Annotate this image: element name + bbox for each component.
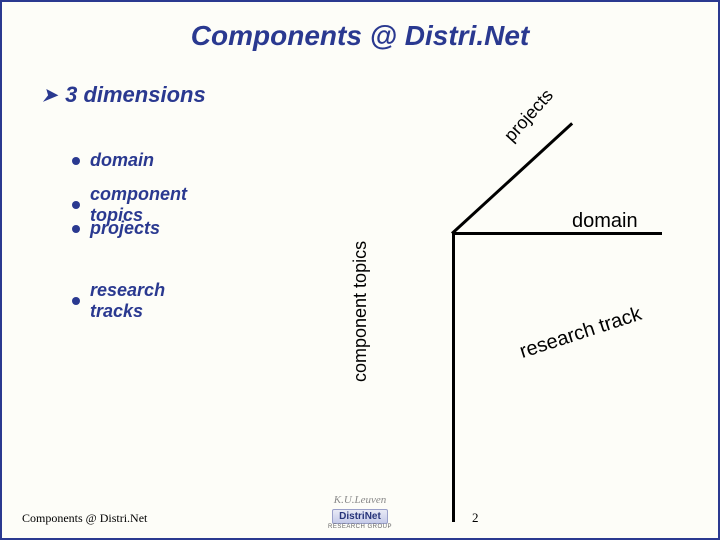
dot-icon — [72, 157, 80, 165]
logo-faded: K.U.Leuven — [328, 494, 392, 506]
y-axis — [452, 232, 455, 522]
dot-icon — [72, 297, 80, 305]
bullet-heading: ➤ 3 dimensions — [42, 82, 206, 108]
page-number: 2 — [472, 510, 479, 526]
footer-logo: K.U.Leuven DistriNet RESEARCH GROUP — [328, 494, 392, 530]
dot-icon — [72, 225, 80, 233]
bullet-item: domain — [72, 150, 154, 171]
bullet-item: projects — [72, 218, 160, 239]
axis-diagram: domaincomponent topicsprojectsresearch t… — [422, 82, 702, 482]
footer-left-text: Components @ Distri.Net — [22, 511, 147, 526]
arrow-icon: ➤ — [42, 85, 57, 106]
bullet-list: ➤ 3 dimensions domaincomponent topicspro… — [42, 82, 206, 354]
slide-title: Components @ Distri.Net — [2, 20, 718, 52]
x-axis-label: domain — [572, 210, 638, 233]
research-track-label: research track — [517, 303, 645, 364]
bullet-item-label: research tracks — [90, 280, 206, 322]
logo-sub: RESEARCH GROUP — [328, 524, 392, 530]
diag-axis-label: projects — [500, 85, 558, 146]
slide: Components @ Distri.Net ➤ 3 dimensions d… — [0, 0, 720, 540]
bullet-item-label: projects — [90, 218, 160, 239]
bullet-item-label: domain — [90, 150, 154, 171]
logo-main: DistriNet — [332, 509, 388, 524]
bullet-item: research tracks — [72, 280, 206, 322]
bullet-heading-text: 3 dimensions — [65, 82, 206, 108]
dot-icon — [72, 201, 80, 209]
y-axis-label: component topics — [350, 241, 371, 382]
